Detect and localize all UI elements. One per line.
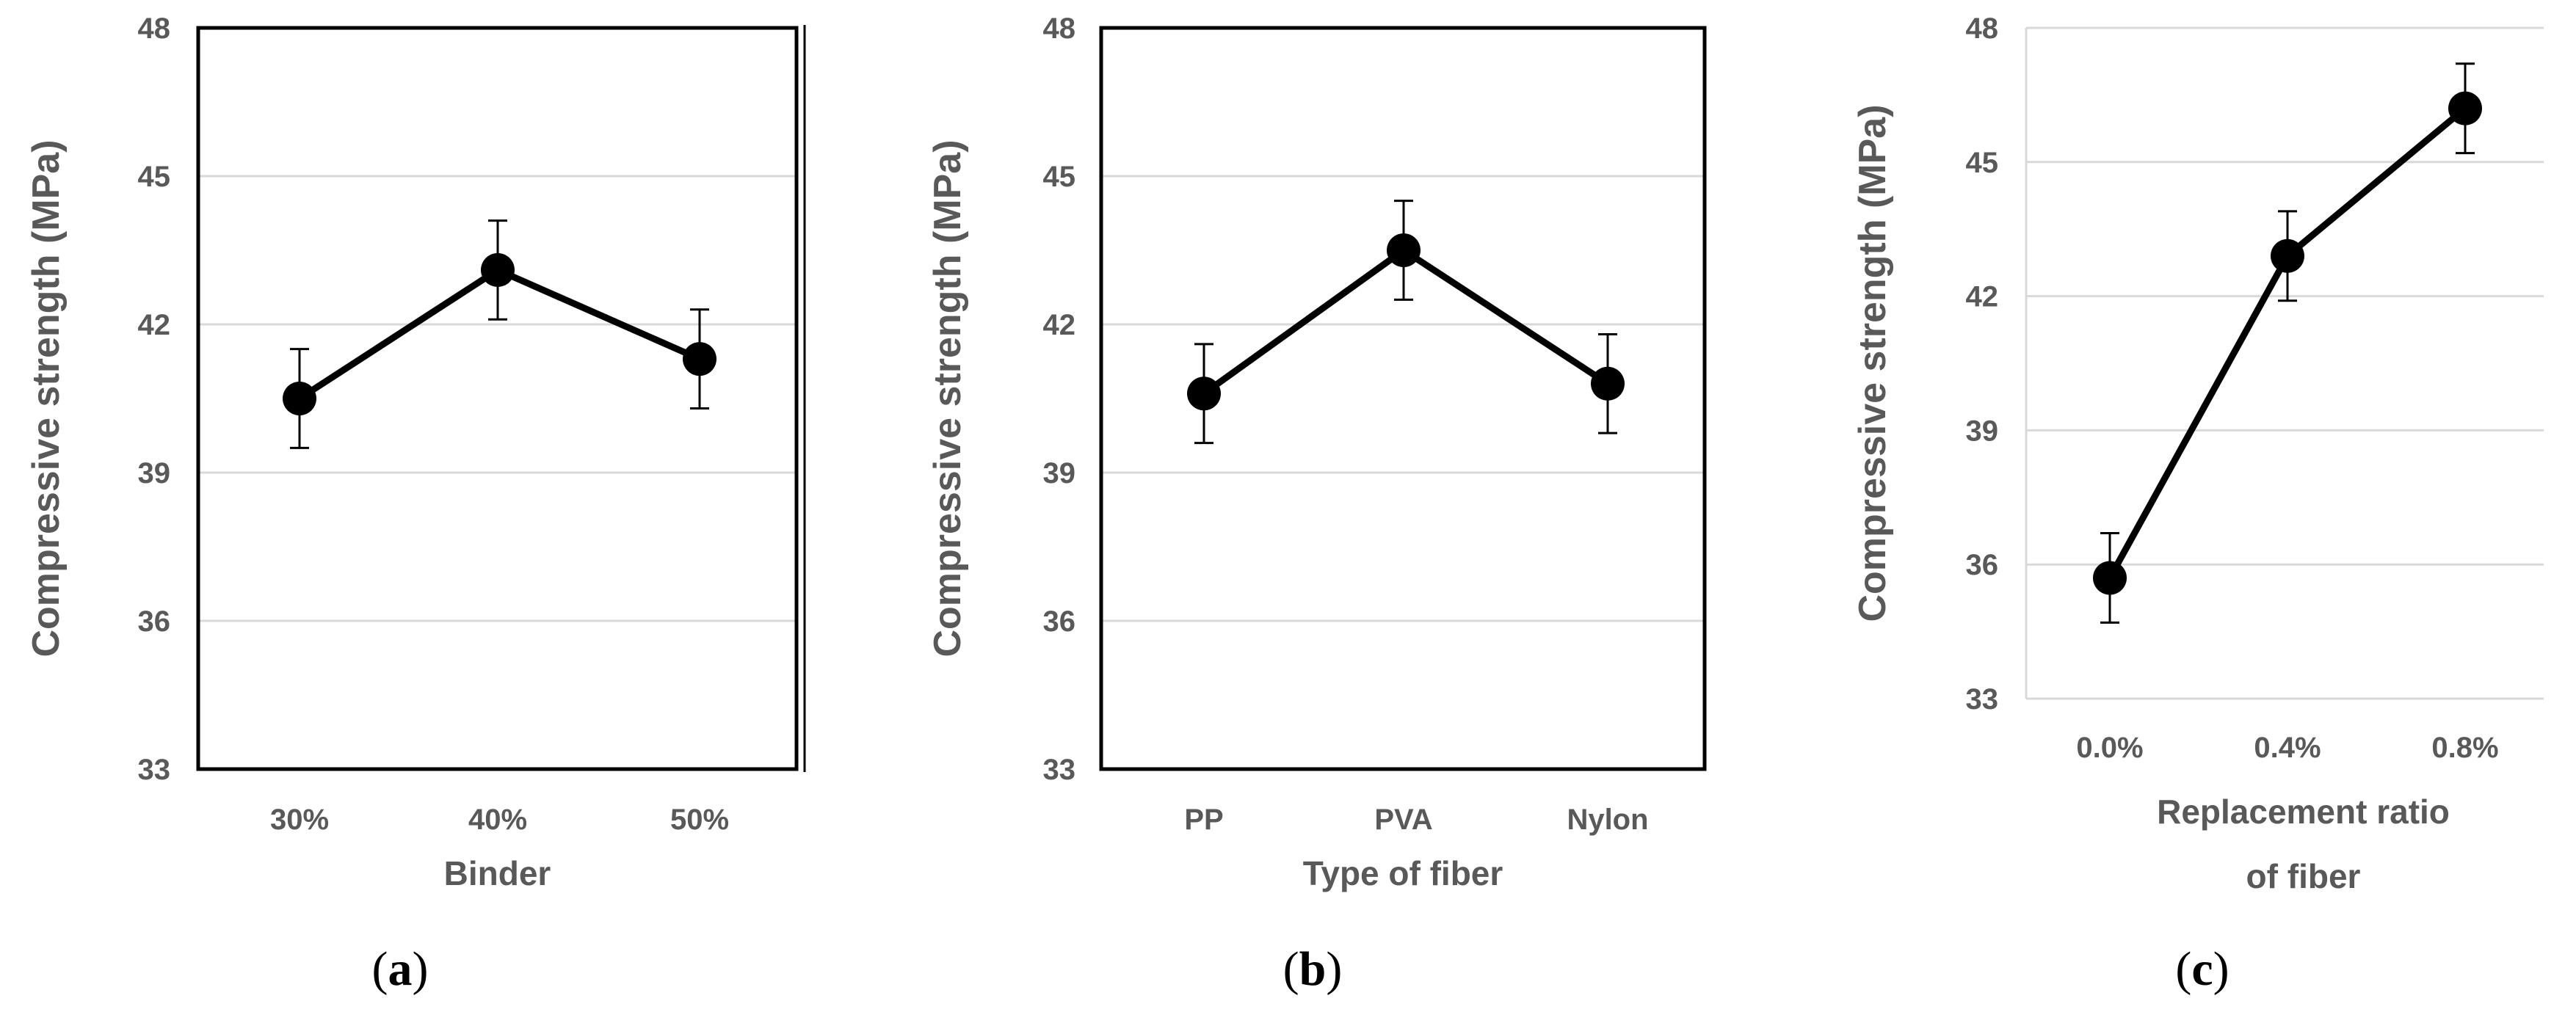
y-tick-label: 45: [138, 161, 171, 193]
y-tick-label: 48: [138, 12, 171, 45]
panel-label: (b): [1283, 942, 1343, 996]
y-tick-label: 36: [1966, 549, 1999, 581]
panel-label-open: (: [372, 942, 388, 996]
series-line: [2107, 106, 2467, 580]
data-point: [2271, 239, 2304, 273]
y-axis-label: Compressive strength (MPa): [25, 139, 68, 657]
y-tick-label: 39: [1966, 415, 1999, 447]
chart-panel-a: 33 36 39 42 45 48 30% 40% 50% Binder Compressive s…: [25, 12, 806, 996]
y-tick-label: 36: [138, 605, 171, 638]
series-line: [297, 266, 701, 401]
y-tick-label: 48: [1966, 12, 1999, 45]
x-tick-label: PP: [1184, 804, 1223, 836]
data-point: [2448, 91, 2482, 125]
y-tick-label: 48: [1043, 12, 1076, 45]
chart-panel-b: 33 36 39 42 45 48 PP PVA Nylon Type of fiber Compr…: [926, 12, 1707, 996]
x-tick-label: 40%: [468, 804, 527, 836]
data-point: [283, 382, 316, 415]
panel-label-letter: a: [388, 942, 413, 996]
y-tick-label: 33: [1043, 754, 1076, 786]
x-tick-label: 0.0%: [2076, 732, 2143, 764]
y-axis-label: Compressive strength (MPa): [1851, 104, 1894, 622]
panel-label-letter: b: [1299, 942, 1327, 996]
y-tick-label: 45: [1043, 161, 1076, 193]
data-point: [1387, 233, 1421, 267]
y-tick-label: 42: [1043, 309, 1076, 341]
y-tick-label: 33: [1966, 683, 1999, 716]
y-tick-label: 42: [138, 309, 171, 341]
panel-label-open: (: [1283, 942, 1299, 996]
x-tick-label: 30%: [270, 804, 329, 836]
y-tick-label: 45: [1966, 147, 1999, 179]
chart-panel-c: 33 36 39 42 45 48 0.0% 0.4% 0.8% Replacement rati…: [1851, 12, 2544, 996]
panel-label-letter: c: [2191, 942, 2213, 996]
x-axis-label: Replacement ratio: [2157, 793, 2450, 831]
x-axis-label: of fiber: [2246, 857, 2361, 895]
panel-label-close: ): [1326, 942, 1342, 996]
data-point: [1591, 366, 1625, 401]
x-tick-label: 50%: [670, 804, 729, 836]
x-axis-label: Type of fiber: [1303, 854, 1503, 892]
x-axis-label: Binder: [444, 854, 551, 892]
y-tick-label: 33: [138, 754, 171, 786]
data-point: [1187, 376, 1221, 411]
plot-frame: [1099, 26, 1707, 771]
y-tick-label: 39: [138, 457, 171, 489]
data-point: [683, 342, 716, 376]
x-tick-label: 0.4%: [2254, 732, 2321, 764]
panel-label-open: (: [2175, 942, 2191, 996]
x-tick-label: 0.8%: [2431, 732, 2498, 764]
panel-label-close: ): [413, 942, 429, 996]
series-line: [1202, 247, 1610, 396]
data-point: [481, 252, 515, 287]
y-axis-label: Compressive strength (MPa): [926, 139, 969, 657]
y-tick-label: 36: [1043, 605, 1076, 638]
x-tick-label: PVA: [1374, 804, 1432, 836]
panel-label-close: ): [2213, 942, 2229, 996]
x-tick-label: Nylon: [1567, 804, 1648, 836]
data-point: [2093, 561, 2127, 595]
panel-label: (c): [2175, 942, 2229, 996]
y-tick-label: 39: [1043, 457, 1076, 489]
panel-label: (a): [372, 942, 429, 996]
plot-frame: [196, 26, 799, 771]
y-tick-label: 42: [1966, 281, 1999, 313]
